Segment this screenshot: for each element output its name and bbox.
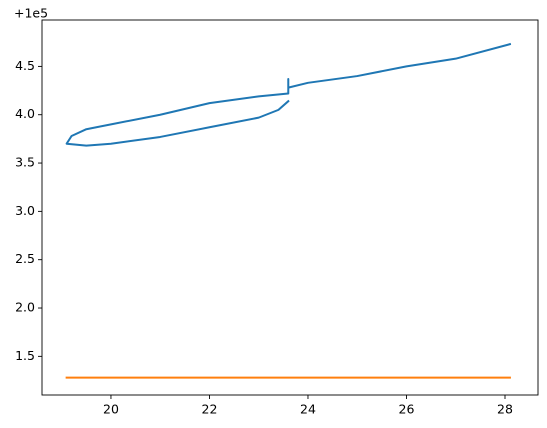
y-tick-label: 3.5 <box>15 155 35 170</box>
x-tick-label: 28 <box>497 402 513 417</box>
x-tick-label: 22 <box>202 402 218 417</box>
y-tick-label: 2.5 <box>15 251 35 266</box>
plot-frame <box>41 19 539 396</box>
data-line <box>65 42 512 147</box>
x-tick-label: 24 <box>300 402 316 417</box>
y-tick-label: 4.5 <box>15 58 35 73</box>
x-tick-label: 20 <box>103 402 119 417</box>
y-tick-label: 4.0 <box>15 106 35 121</box>
y-tick-label: 2.0 <box>15 300 35 315</box>
y-tick-label: 1.5 <box>15 348 35 363</box>
y-offset-label: +1e5 <box>14 6 48 21</box>
y-tick-label: 3.0 <box>15 203 35 218</box>
x-tick-label: 26 <box>399 402 415 417</box>
